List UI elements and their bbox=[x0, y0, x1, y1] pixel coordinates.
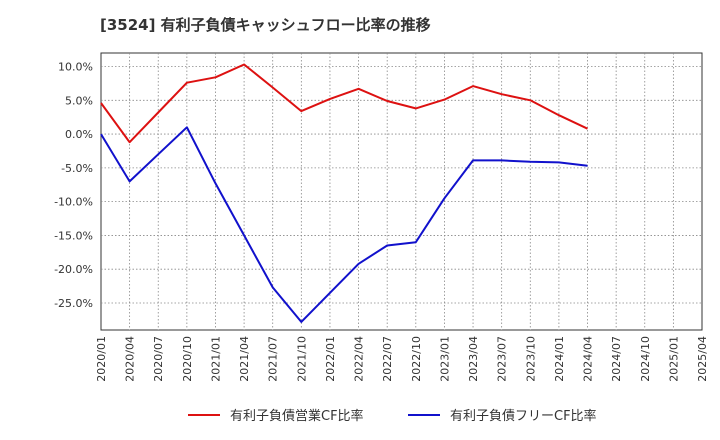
x-tick-label: 2024/01 bbox=[553, 336, 566, 382]
y-axis-ticks: 10.0% 5.0% 0.0% -5.0% -10.0% -15.0% -20.0% -25.… bbox=[54, 61, 93, 310]
y-tick-label: 5.0% bbox=[65, 94, 93, 107]
x-tick-label: 2023/10 bbox=[524, 336, 537, 382]
series-line-1 bbox=[100, 63, 588, 144]
x-tick-label: 2023/01 bbox=[438, 336, 451, 382]
x-tick-label: 2022/04 bbox=[353, 336, 366, 382]
x-tick-label: 2021/04 bbox=[238, 336, 251, 382]
x-tick-label: 2020/07 bbox=[152, 336, 165, 382]
x-tick-label: 2020/01 bbox=[95, 336, 108, 382]
x-tick-label: 2021/10 bbox=[295, 336, 308, 382]
legend-label-1: 有利子負債営業CF比率 bbox=[230, 408, 364, 424]
y-tick-label: -10.0% bbox=[54, 196, 93, 209]
x-tick-label: 2020/04 bbox=[124, 336, 137, 382]
grid bbox=[101, 53, 702, 330]
x-tick-label: 2022/10 bbox=[410, 336, 423, 382]
chart-title: [3524] 有利子負債キャッシュフロー比率の推移 bbox=[100, 16, 431, 34]
y-tick-label: -5.0% bbox=[61, 162, 93, 175]
legend: 有利子負債営業CF比率 有利子負債フリーCF比率 bbox=[188, 408, 597, 424]
plot-area bbox=[100, 52, 703, 331]
x-axis-ticks: 2020/01 2020/04 2020/07 2020/10 2021/01 2021/… bbox=[95, 336, 709, 382]
legend-label-2: 有利子負債フリーCF比率 bbox=[450, 408, 597, 424]
series-line-2 bbox=[100, 126, 588, 323]
x-tick-label: 2024/10 bbox=[639, 336, 652, 382]
x-tick-label: 2025/01 bbox=[667, 336, 680, 382]
x-tick-label: 2021/07 bbox=[267, 336, 280, 382]
x-tick-label: 2022/07 bbox=[381, 336, 394, 382]
y-tick-label: -25.0% bbox=[54, 297, 93, 310]
x-tick-label: 2024/07 bbox=[610, 336, 623, 382]
y-tick-label: 0.0% bbox=[65, 128, 93, 141]
y-tick-label: -20.0% bbox=[54, 263, 93, 276]
y-tick-label: -15.0% bbox=[54, 229, 93, 242]
x-tick-label: 2024/04 bbox=[582, 336, 595, 382]
x-tick-label: 2023/07 bbox=[496, 336, 509, 382]
x-tick-label: 2020/10 bbox=[181, 336, 194, 382]
x-tick-label: 2021/01 bbox=[209, 336, 222, 382]
plot-frame bbox=[100, 52, 703, 331]
y-tick-label: 10.0% bbox=[58, 61, 93, 74]
series-lines bbox=[100, 63, 588, 323]
x-tick-label: 2025/04 bbox=[696, 336, 709, 382]
x-tick-label: 2022/01 bbox=[324, 336, 337, 382]
x-tick-label: 2023/04 bbox=[467, 336, 480, 382]
